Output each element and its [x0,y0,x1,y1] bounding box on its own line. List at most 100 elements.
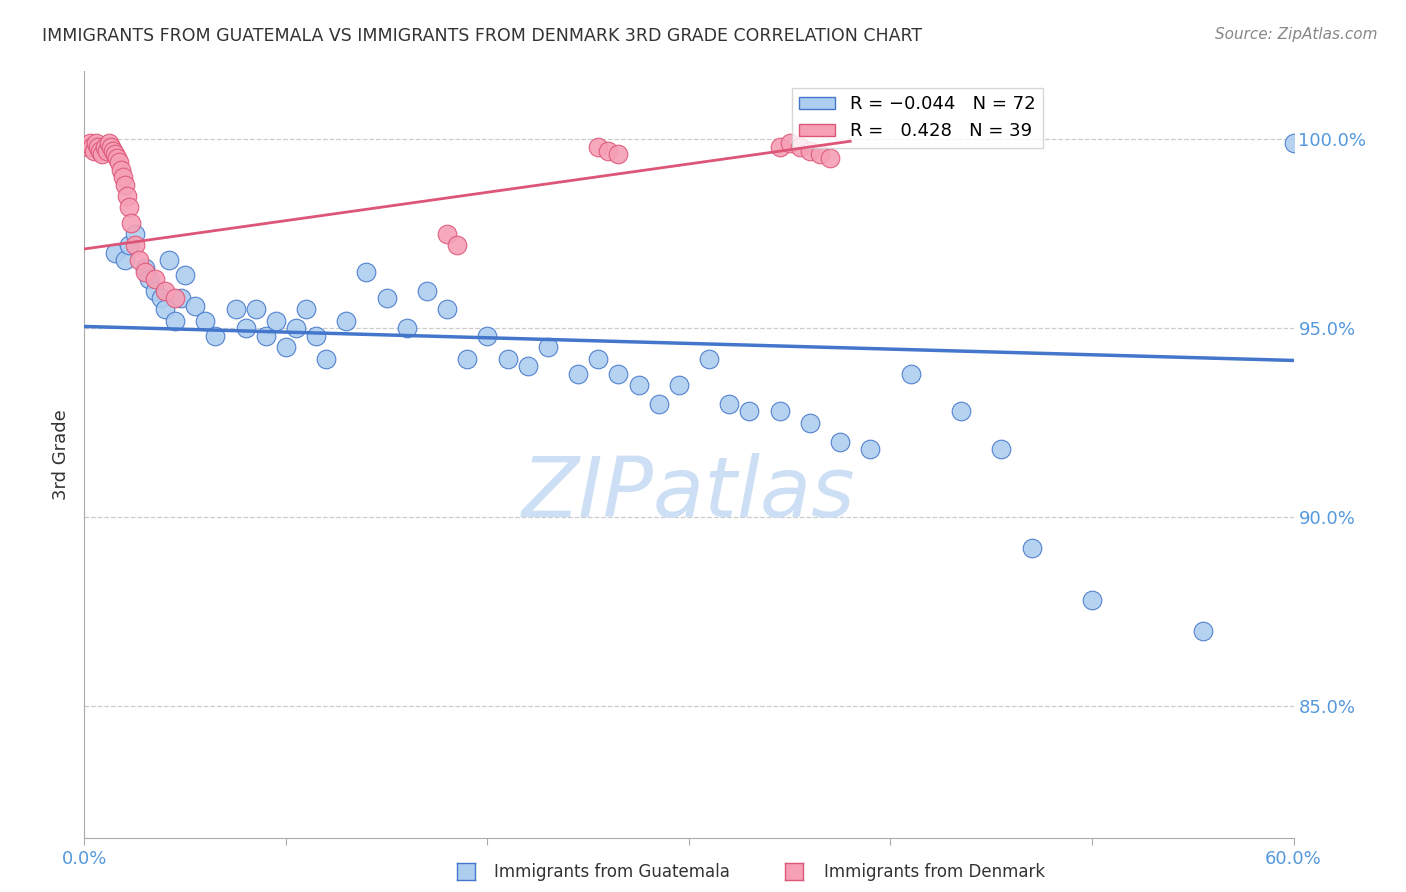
Point [111,170,134,185]
Point [769,140,792,154]
Point [77,140,100,154]
Point [134,260,156,275]
Point [588,351,610,366]
Point [588,140,610,154]
Point [830,434,852,449]
Point [789,140,811,154]
Point [115,189,138,203]
Point [79,136,101,150]
Y-axis label: 3rd Grade: 3rd Grade [52,409,70,500]
Point [194,314,217,328]
Point [235,321,257,335]
Point [537,340,560,354]
Text: Immigrants from Denmark: Immigrants from Denmark [824,863,1046,881]
Point [668,378,690,392]
Point [456,351,478,366]
Point [477,329,499,343]
Point [101,144,124,158]
Point [779,136,801,150]
Point [153,302,176,317]
Point [950,404,973,418]
Point [395,321,418,335]
Point [86,136,108,150]
Point [245,302,267,317]
Point [598,144,620,158]
Point [124,238,146,252]
Point [607,147,630,161]
Point [305,329,328,343]
Point [567,367,589,381]
Point [799,144,821,158]
Text: Source: ZipAtlas.com: Source: ZipAtlas.com [1215,27,1378,42]
Point [100,140,122,154]
Point [143,272,166,286]
Point [295,302,318,317]
Text: ZIPatlas: ZIPatlas [522,453,856,533]
Point [1081,593,1104,607]
Point [799,416,821,430]
Legend: R = −0.044   N = 72, R =   0.428   N = 39: R = −0.044 N = 72, R = 0.428 N = 39 [792,88,1043,147]
Point [157,253,180,268]
Point [254,329,277,343]
Point [1021,541,1043,555]
Point [990,442,1012,457]
Point [128,253,150,268]
Point [174,268,197,283]
Point [104,147,127,161]
Point [648,397,671,411]
Point [285,321,308,335]
Point [87,140,110,154]
Point [114,178,136,192]
Point [165,314,187,328]
Point [516,359,538,373]
Point [264,314,287,328]
Point [138,272,160,286]
Point [118,238,141,252]
Point [110,162,132,177]
Point [153,284,176,298]
Point [808,147,831,161]
Point [718,397,741,411]
Point [627,378,650,392]
Point [356,265,378,279]
Point [1192,624,1215,638]
Point [96,144,118,158]
Point [315,351,337,366]
Point [170,291,193,305]
Point [184,299,207,313]
Point [83,144,105,158]
Point [124,227,146,241]
Point [225,302,247,317]
Point [738,404,761,418]
Point [697,351,720,366]
Point [82,140,104,154]
Point [859,442,882,457]
Point [416,284,439,298]
Point [446,238,468,252]
Point [134,265,156,279]
Point [149,291,172,305]
Point [93,140,115,154]
Point [143,284,166,298]
Point [89,144,111,158]
Point [120,215,142,229]
Point [118,201,141,215]
Point [818,151,841,165]
Point [165,291,187,305]
Point [204,329,226,343]
Text: Immigrants from Guatemala: Immigrants from Guatemala [494,863,730,881]
Point [335,314,357,328]
Point [436,302,458,317]
Point [274,340,297,354]
Point [104,245,127,260]
Text: IMMIGRANTS FROM GUATEMALA VS IMMIGRANTS FROM DENMARK 3RD GRADE CORRELATION CHART: IMMIGRANTS FROM GUATEMALA VS IMMIGRANTS … [42,27,922,45]
Point [97,136,120,150]
Point [1282,136,1305,150]
Point [607,367,630,381]
Point [496,351,519,366]
Point [900,367,922,381]
Point [375,291,398,305]
Point [769,404,792,418]
Point [105,151,128,165]
Point [436,227,458,241]
